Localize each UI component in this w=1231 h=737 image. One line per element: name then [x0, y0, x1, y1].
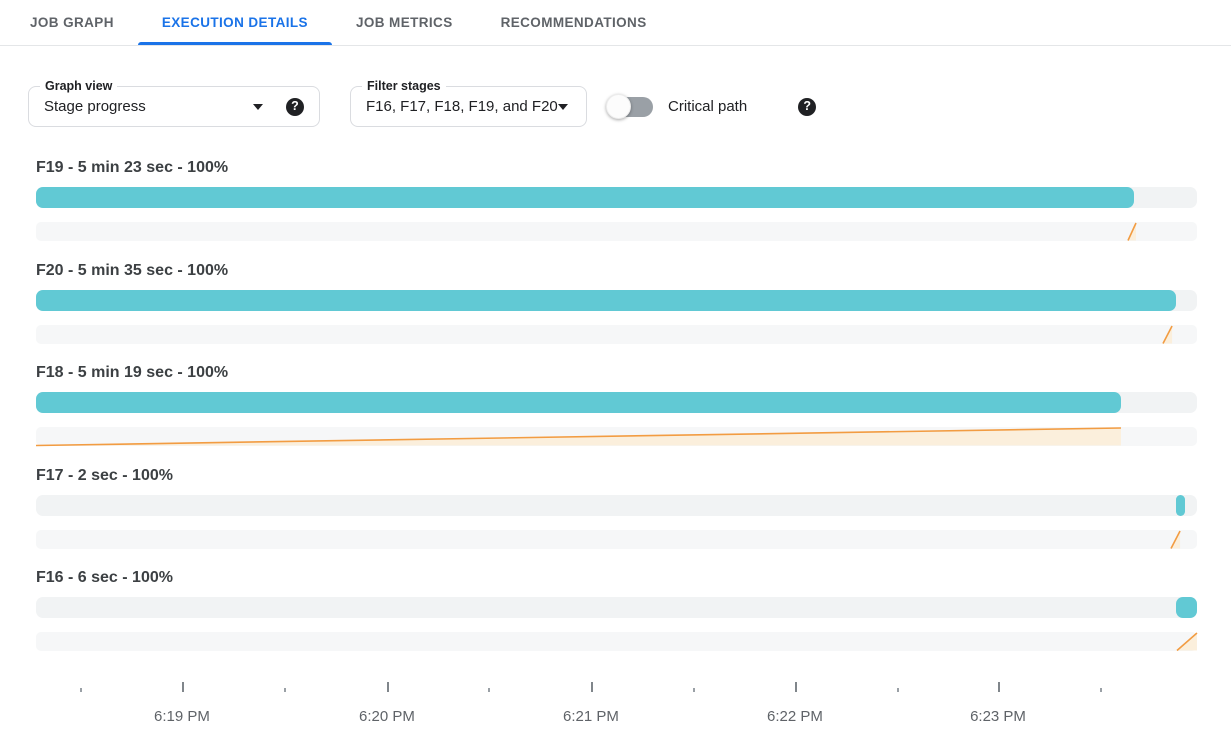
stage-activity-ramp: [36, 427, 1121, 446]
stage-activity-track: [36, 427, 1197, 446]
stage-progress-track: [36, 187, 1197, 208]
axis-major-tick: [590, 682, 593, 692]
filter-stages-value: F16, F17, F18, F19, and F20: [366, 98, 558, 115]
axis-major-tick: [998, 682, 1000, 692]
stage-title: F19 - 5 min 23 sec - 100%: [36, 159, 229, 176]
stage-progress-track: [36, 289, 1197, 311]
tab-job-metrics[interactable]: JOB METRICS: [355, 15, 453, 30]
stage-progress-fill: [1175, 494, 1186, 516]
stage-progress-fill: [1175, 597, 1197, 618]
stage-activity-track: [36, 222, 1197, 241]
tab-job-graph[interactable]: JOB GRAPH: [30, 15, 114, 30]
tab-execution-details[interactable]: EXECUTION DETAILS: [137, 0, 332, 45]
stage-activity-track: [36, 632, 1197, 651]
axis-major-tick: [386, 682, 389, 692]
stage-progress-fill: [36, 187, 1134, 208]
filter-stages-label: Filter stages: [362, 78, 446, 94]
stage-progress-track: [36, 597, 1197, 618]
graph-view-select[interactable]: Graph view Stage progress ?: [28, 78, 320, 127]
stage-activity-ramp: [1171, 530, 1180, 549]
stage-row-f17: F17 - 2 sec - 100%: [36, 466, 1197, 549]
filter-stages-select[interactable]: Filter stages F16, F17, F18, F19, and F2…: [350, 78, 587, 127]
axis-major-tick: [181, 682, 184, 692]
axis-tick-label: 6:19 PM: [154, 708, 210, 725]
chevron-down-icon: [558, 103, 568, 110]
stage-title: F17 - 2 sec - 100%: [36, 466, 173, 484]
stage-row-f20: F20 - 5 min 35 sec - 100%: [36, 261, 1197, 344]
stage-activity-track: [36, 324, 1197, 344]
critical-path-help-icon[interactable]: ?: [798, 97, 817, 116]
graph-view-help-icon[interactable]: ?: [286, 97, 304, 116]
stage-title: F16 - 6 sec - 100%: [36, 569, 173, 586]
time-axis: 6:19 PM 6:20 PM 6:21 PM 6:22 PM 6:23 PM: [36, 681, 1197, 737]
stage-row-f19: F19 - 5 min 23 sec - 100%: [36, 158, 1197, 241]
axis-tick-label: 6:20 PM: [359, 708, 415, 725]
graph-view-value: Stage progress: [44, 98, 146, 115]
axis-minor-tick: [1100, 688, 1103, 692]
chevron-down-icon: [253, 103, 263, 110]
stage-title: F20 - 5 min 35 sec - 100%: [36, 261, 229, 279]
toggle-knob: [606, 93, 631, 119]
axis-major-tick: [794, 682, 797, 692]
stage-row-f16: F16 - 6 sec - 100%: [36, 568, 1197, 651]
axis-minor-tick: [693, 688, 695, 692]
axis-tick-label: 6:21 PM: [563, 708, 619, 725]
tab-recommendations[interactable]: RECOMMENDATIONS: [500, 15, 647, 30]
stage-progress-track: [36, 392, 1197, 413]
tab-bar: JOB GRAPH EXECUTION DETAILS JOB METRICS REC…: [0, 0, 1231, 46]
stage-progress-fill: [36, 392, 1121, 413]
critical-path-toggle[interactable]: [606, 93, 655, 120]
axis-minor-tick: [283, 688, 286, 692]
stage-progress-track: [36, 494, 1197, 516]
stage-activity-ramp: [1163, 325, 1172, 344]
axis-minor-tick: [487, 688, 490, 692]
stage-progress-fill: [36, 289, 1176, 311]
stage-activity-track: [36, 529, 1197, 549]
stage-activity-ramp: [1177, 632, 1197, 651]
stage-row-f18: F18 - 5 min 19 sec - 100%: [36, 363, 1197, 446]
axis-tick-label: 6:22 PM: [767, 708, 823, 725]
graph-view-label: Graph view: [40, 78, 118, 94]
axis-tick-label: 6:23 PM: [970, 708, 1026, 725]
critical-path-label: Critical path: [668, 98, 748, 115]
axis-minor-tick: [896, 688, 899, 692]
stage-activity-ramp: [1128, 222, 1136, 241]
axis-minor-tick: [80, 688, 82, 692]
controls-row: Graph view Stage progress ? Filter stage…: [28, 78, 1231, 127]
stage-list: F19 - 5 min 23 sec - 100% F20 - 5 min 35 …: [36, 158, 1197, 651]
stage-title: F18 - 5 min 19 sec - 100%: [36, 364, 229, 381]
